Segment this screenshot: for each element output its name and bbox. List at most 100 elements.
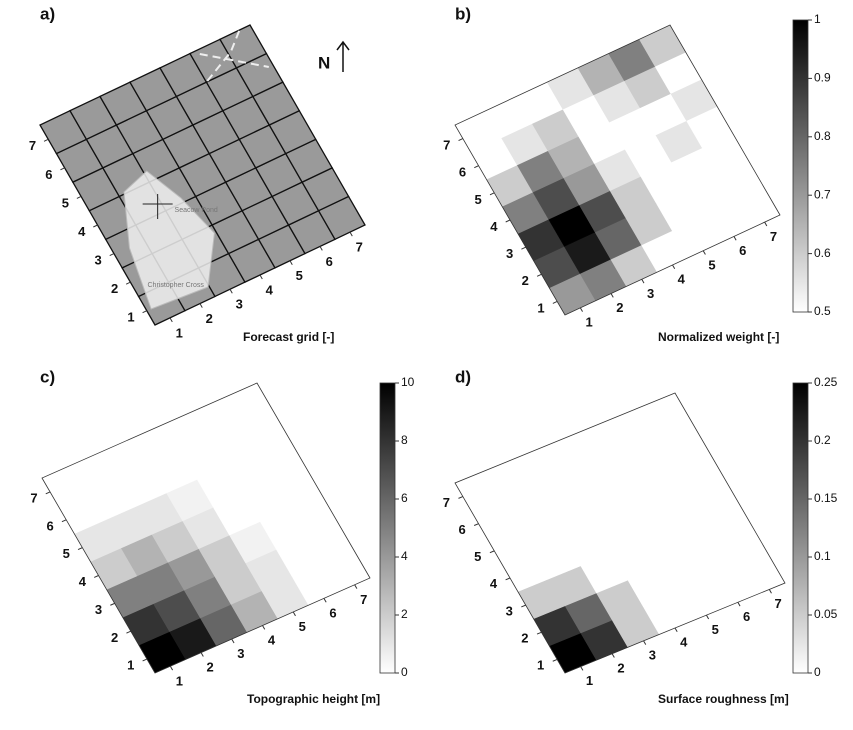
y-tick-label: 5 bbox=[475, 192, 482, 207]
y-tick-label: 7 bbox=[30, 490, 37, 505]
axis-tick bbox=[536, 273, 542, 277]
axis-tick bbox=[126, 630, 131, 634]
axis-tick bbox=[552, 658, 558, 662]
axis-tick bbox=[611, 653, 615, 658]
axis-tick bbox=[169, 665, 174, 671]
axis-tick bbox=[292, 611, 296, 617]
frame bbox=[41, 382, 371, 674]
x-tick-label: 2 bbox=[617, 660, 624, 675]
y-tick-label: 5 bbox=[474, 549, 481, 564]
axis-label: Forecast grid [-] bbox=[243, 330, 334, 344]
axis-tick bbox=[674, 627, 678, 633]
x-tick-label: 4 bbox=[678, 272, 686, 287]
axis-tick bbox=[61, 519, 67, 523]
axis-tick bbox=[289, 260, 293, 265]
x-tick-label: 4 bbox=[268, 633, 276, 648]
axis-tick bbox=[521, 604, 526, 608]
axis-tick bbox=[142, 310, 148, 314]
axis-tick bbox=[349, 231, 353, 237]
y-tick-label: 3 bbox=[95, 602, 102, 617]
axis-label: Surface roughness [m] bbox=[658, 692, 789, 706]
colorbar bbox=[379, 382, 396, 674]
axis-tick bbox=[505, 577, 511, 581]
place-label: Seacow Pond bbox=[175, 207, 218, 214]
axis-tick bbox=[733, 236, 737, 241]
y-tick-label: 2 bbox=[521, 630, 528, 645]
colorbar bbox=[792, 19, 809, 313]
y-tick-label: 1 bbox=[537, 300, 544, 315]
coast-line bbox=[206, 29, 241, 82]
x-tick-label: 7 bbox=[356, 240, 363, 255]
axis-tick bbox=[125, 281, 131, 285]
axis-tick bbox=[643, 640, 647, 645]
axis-tick bbox=[705, 614, 710, 620]
colorbar-tick-label: 0.05 bbox=[814, 607, 838, 621]
grid-cell bbox=[219, 24, 268, 69]
colorbar-tick-label: 0.9 bbox=[814, 71, 831, 85]
colorbar-tick-label: 0.2 bbox=[814, 433, 831, 447]
x-tick-label: 6 bbox=[743, 609, 750, 624]
axis-tick bbox=[93, 224, 98, 228]
x-tick-label: 6 bbox=[739, 243, 746, 258]
axis-tick bbox=[200, 652, 204, 657]
axis-tick bbox=[43, 138, 49, 142]
y-tick-label: 5 bbox=[62, 195, 69, 210]
y-tick-label: 4 bbox=[490, 576, 498, 591]
axis-tick bbox=[489, 550, 495, 554]
axis-tick bbox=[672, 264, 676, 270]
colorbar-tick-label: 0.25 bbox=[814, 375, 838, 389]
north-label: N bbox=[318, 53, 330, 72]
axis-tick bbox=[259, 274, 263, 280]
axis-tick bbox=[521, 246, 526, 250]
y-tick-label: 2 bbox=[111, 630, 118, 645]
axis-tick bbox=[231, 638, 235, 644]
colorbar-tick-label: 0 bbox=[401, 665, 408, 679]
y-tick-label: 7 bbox=[443, 138, 450, 153]
colorbar-tick-label: 8 bbox=[401, 433, 408, 447]
y-tick-label: 7 bbox=[29, 138, 36, 153]
axis-tick bbox=[60, 167, 65, 171]
colorbar-tick-label: 0.1 bbox=[814, 549, 831, 563]
colorbar-tick-label: 0.15 bbox=[814, 491, 838, 505]
x-tick-label: 2 bbox=[206, 660, 213, 675]
x-tick-label: 7 bbox=[774, 596, 781, 611]
axis-tick bbox=[768, 589, 772, 594]
y-tick-label: 4 bbox=[490, 219, 498, 234]
y-tick-label: 3 bbox=[506, 603, 513, 618]
axis-tick bbox=[199, 303, 203, 308]
axis-tick bbox=[354, 584, 358, 589]
y-tick-label: 1 bbox=[537, 658, 544, 673]
panel-label: d) bbox=[455, 367, 471, 386]
panel-label: b) bbox=[455, 4, 471, 23]
axis-tick bbox=[505, 219, 511, 223]
x-tick-label: 1 bbox=[586, 314, 593, 329]
colorbar-tick-label: 6 bbox=[401, 491, 408, 505]
y-tick-label: 6 bbox=[458, 522, 465, 537]
axis-tick bbox=[110, 602, 115, 606]
axis-tick bbox=[474, 165, 479, 169]
axis-tick bbox=[458, 138, 464, 142]
y-tick-label: 7 bbox=[443, 495, 450, 510]
axis-tick bbox=[319, 246, 323, 251]
axis-label: Topographic height [m] bbox=[247, 692, 380, 706]
y-tick-label: 6 bbox=[46, 518, 53, 533]
y-tick-label: 6 bbox=[459, 165, 466, 180]
x-tick-label: 1 bbox=[176, 325, 183, 340]
colorbar-tick-label: 0.7 bbox=[814, 187, 831, 201]
y-tick-label: 6 bbox=[45, 167, 52, 182]
colorbar bbox=[792, 382, 809, 674]
colorbar-tick-label: 0 bbox=[814, 665, 821, 679]
axis-tick bbox=[489, 192, 495, 196]
axis-tick bbox=[764, 221, 768, 227]
x-tick-label: 1 bbox=[176, 673, 183, 688]
axis-label: Normalized weight [-] bbox=[658, 330, 779, 344]
x-tick-label: 5 bbox=[708, 257, 715, 272]
colorbar-tick-label: 0.8 bbox=[814, 129, 831, 143]
axis-tick bbox=[579, 307, 583, 312]
frame bbox=[454, 24, 781, 316]
y-tick-label: 3 bbox=[506, 246, 513, 261]
axis-tick bbox=[109, 253, 115, 257]
x-tick-label: 7 bbox=[360, 592, 367, 607]
y-tick-label: 1 bbox=[127, 658, 134, 673]
panel-label: a) bbox=[40, 4, 55, 23]
